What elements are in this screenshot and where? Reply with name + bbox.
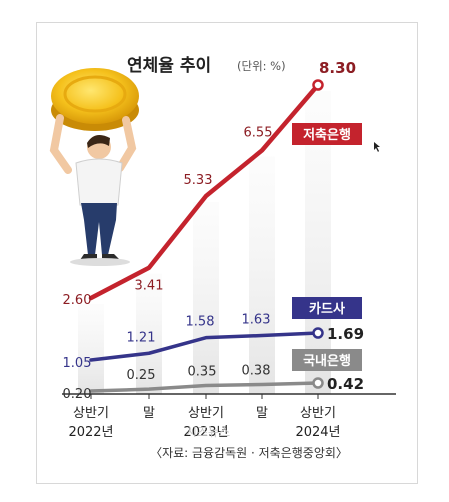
data-label: 8.30 [319, 59, 356, 77]
data-label: 1.05 [63, 356, 92, 371]
data-label: 1.21 [127, 330, 156, 345]
x-tick-label: 말 [256, 406, 268, 421]
unit-note: (단위: %) [237, 59, 286, 73]
series-tag-label: 저축은행 [303, 127, 351, 143]
data-label: 0.25 [127, 368, 156, 383]
end-point-marker [312, 377, 324, 389]
series-tag-box [292, 297, 362, 319]
series-lines [88, 82, 321, 393]
watermark: 시즈뉴스 [186, 425, 230, 439]
background-column [193, 201, 219, 394]
series-line-0 [88, 82, 321, 301]
series-line-2 [89, 381, 320, 393]
data-label: 0.42 [327, 375, 364, 393]
x-tick-label: 상반기 [73, 406, 109, 421]
source-note: 〈자료: 금융감독원 · 저축은행중앙회〉 [150, 445, 348, 460]
background-column [249, 156, 275, 394]
data-label: 1.69 [327, 325, 364, 343]
x-tick-year-label: 2023년 [183, 425, 228, 440]
series-tag-box [292, 349, 362, 371]
data-label: 0.35 [188, 365, 217, 380]
data-label: 5.33 [184, 173, 213, 188]
x-tick-label: 상반기 [188, 406, 224, 421]
chart-title: 연체율 추이 [127, 56, 211, 76]
data-label: 1.58 [186, 315, 215, 330]
background-column [78, 304, 104, 394]
data-label: 6.55 [244, 125, 273, 140]
series-tag-label: 국내은행 [303, 353, 351, 369]
series-markers [312, 79, 324, 389]
data-labels: 2.60 3.41 5.33 6.55 8.30 1.05 1.21 1.58 1.63 1.69… [63, 59, 364, 402]
data-label: 3.41 [135, 279, 164, 294]
x-axis-ticks: 상반기 2022년 말 상반기 2023년 말 상반기 2024년 [68, 394, 341, 440]
end-point-marker [312, 79, 324, 91]
data-label: 2.60 [63, 293, 92, 308]
series-tag-label: 카드사 [309, 301, 345, 317]
x-tick-label: 말 [143, 406, 155, 421]
coin-person-illustration [49, 68, 139, 266]
series-tag-box [292, 123, 362, 145]
end-point-marker [312, 327, 324, 339]
x-tick-label: 상반기 [300, 406, 336, 421]
cursor-icon [374, 142, 380, 152]
data-label: 1.63 [242, 313, 271, 328]
x-tick-year-label: 2022년 [68, 425, 113, 440]
series-line-1 [89, 331, 320, 362]
data-label: 0.38 [242, 363, 271, 378]
x-tick-year-label: 2024년 [295, 425, 340, 440]
background-column [136, 273, 162, 394]
